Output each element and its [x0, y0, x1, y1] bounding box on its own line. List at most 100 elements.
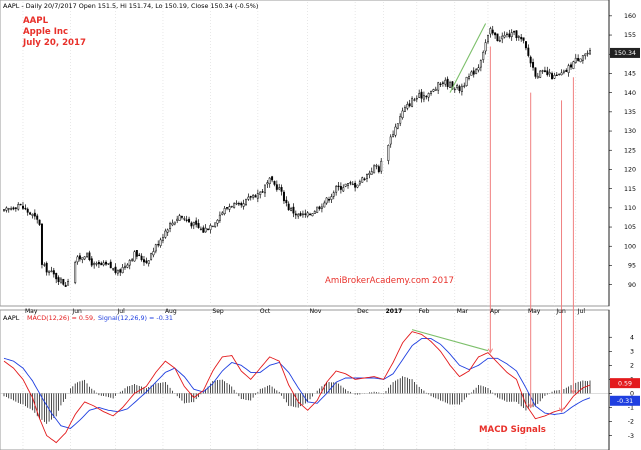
candle-body: [33, 212, 36, 217]
candle-body: [484, 42, 487, 52]
candle-body: [173, 221, 176, 225]
candle-body: [306, 212, 309, 217]
candle-body: [304, 213, 307, 215]
candle-body: [242, 203, 245, 207]
candle-body: [211, 225, 214, 228]
price-y-tick-label: 140: [624, 90, 636, 97]
candle-body: [380, 160, 383, 172]
x-tick-label: Dec: [357, 308, 369, 315]
signal-arrow-head: [528, 403, 534, 409]
candle-body: [403, 107, 406, 112]
candle-body: [275, 184, 278, 190]
price-y-tick-label: 105: [624, 224, 636, 231]
candle-body: [190, 222, 193, 227]
candle-body: [249, 196, 252, 198]
candle-body: [109, 261, 112, 269]
candle-body: [126, 264, 129, 268]
candle-body: [427, 93, 430, 98]
candle-body: [178, 215, 181, 221]
x-tick-label: Nov: [310, 308, 322, 315]
price-y-tick-label: 95: [628, 263, 636, 270]
candle-body: [406, 104, 409, 109]
candle-body: [254, 195, 257, 198]
candle-body: [261, 191, 264, 193]
candle-body: [142, 259, 145, 263]
candle-body: [468, 76, 470, 79]
candle-body: [320, 206, 323, 209]
axis-layer: May Jun Jul Aug Sep Oct Nov Dec 2017 Feb Mar Apr May…: [25, 0, 640, 450]
candle-body: [116, 269, 119, 274]
candle-body: [5, 207, 8, 211]
candle-body: [285, 199, 288, 204]
candle-body: [577, 58, 580, 61]
candle-body: [164, 230, 167, 238]
candle-body: [268, 177, 271, 185]
candle-body: [420, 91, 423, 99]
candle-body: [228, 206, 231, 210]
watermark-text: AmiBrokerAcademy.com 2017: [325, 276, 454, 286]
macd-header-signal: Signal(12,26,9) = -0.31: [98, 314, 173, 322]
candle-body: [278, 187, 281, 190]
candle-body: [458, 86, 461, 91]
candle-body: [553, 75, 556, 79]
candle-body: [337, 185, 340, 188]
candle-body: [218, 214, 221, 221]
candle-body: [465, 76, 468, 86]
x-tick-label: Mar: [457, 308, 469, 315]
candle-body: [67, 280, 70, 286]
candle-body: [470, 71, 473, 76]
candle-body: [133, 251, 136, 262]
candle-body: [214, 222, 217, 227]
candle-body: [501, 35, 504, 40]
signal-arrow-head: [487, 348, 493, 354]
candle-body: [159, 239, 162, 246]
candle-body: [358, 181, 361, 185]
macd-line: [3, 331, 591, 444]
macd-panel: [0, 309, 610, 450]
candle-body: [430, 91, 433, 94]
annotation-overlays: [411, 23, 577, 413]
candle-body: [290, 207, 293, 211]
date-annotation: July 20, 2017: [22, 38, 86, 48]
candle-body: [311, 213, 314, 217]
candle-body: [17, 204, 20, 210]
candle-body: [26, 208, 29, 213]
x-tick-label: Jun: [555, 308, 566, 315]
candle-body: [43, 264, 46, 266]
candle-body: [221, 212, 224, 215]
candle-body: [392, 134, 395, 137]
candle-body: [95, 263, 98, 265]
candle-body: [330, 196, 333, 200]
candle-body: [534, 67, 537, 77]
candle-body: [460, 85, 463, 93]
candle-body: [55, 272, 58, 280]
candle-body: [259, 191, 262, 195]
candle-body: [541, 70, 544, 72]
macd-y-tick-label: -2: [628, 419, 634, 426]
candle-body: [446, 78, 449, 87]
signal-arrow-head: [570, 389, 577, 395]
price-y-tick-label: 145: [624, 71, 636, 78]
candle-body: [515, 30, 518, 39]
candle-body: [266, 182, 269, 185]
candle-body: [375, 165, 378, 167]
candle-body: [235, 202, 238, 205]
x-tick-label: Sep: [212, 308, 224, 315]
candle-body: [3, 209, 5, 211]
candle-body: [176, 218, 179, 221]
candle-body: [245, 199, 247, 205]
candle-body: [366, 174, 368, 179]
candle-body: [38, 219, 41, 225]
candle-body: [422, 95, 425, 100]
candle-body: [342, 187, 345, 192]
price-y-tick-label: 115: [624, 186, 636, 193]
macd-trend-line: [411, 329, 489, 352]
candle-body: [216, 219, 219, 224]
candle-body: [240, 202, 243, 206]
candle-body: [432, 89, 435, 92]
candle-body: [7, 208, 10, 210]
candle-body: [50, 270, 53, 273]
candle-body: [204, 227, 207, 233]
candle-body: [226, 207, 228, 209]
candle-body: [31, 214, 34, 216]
